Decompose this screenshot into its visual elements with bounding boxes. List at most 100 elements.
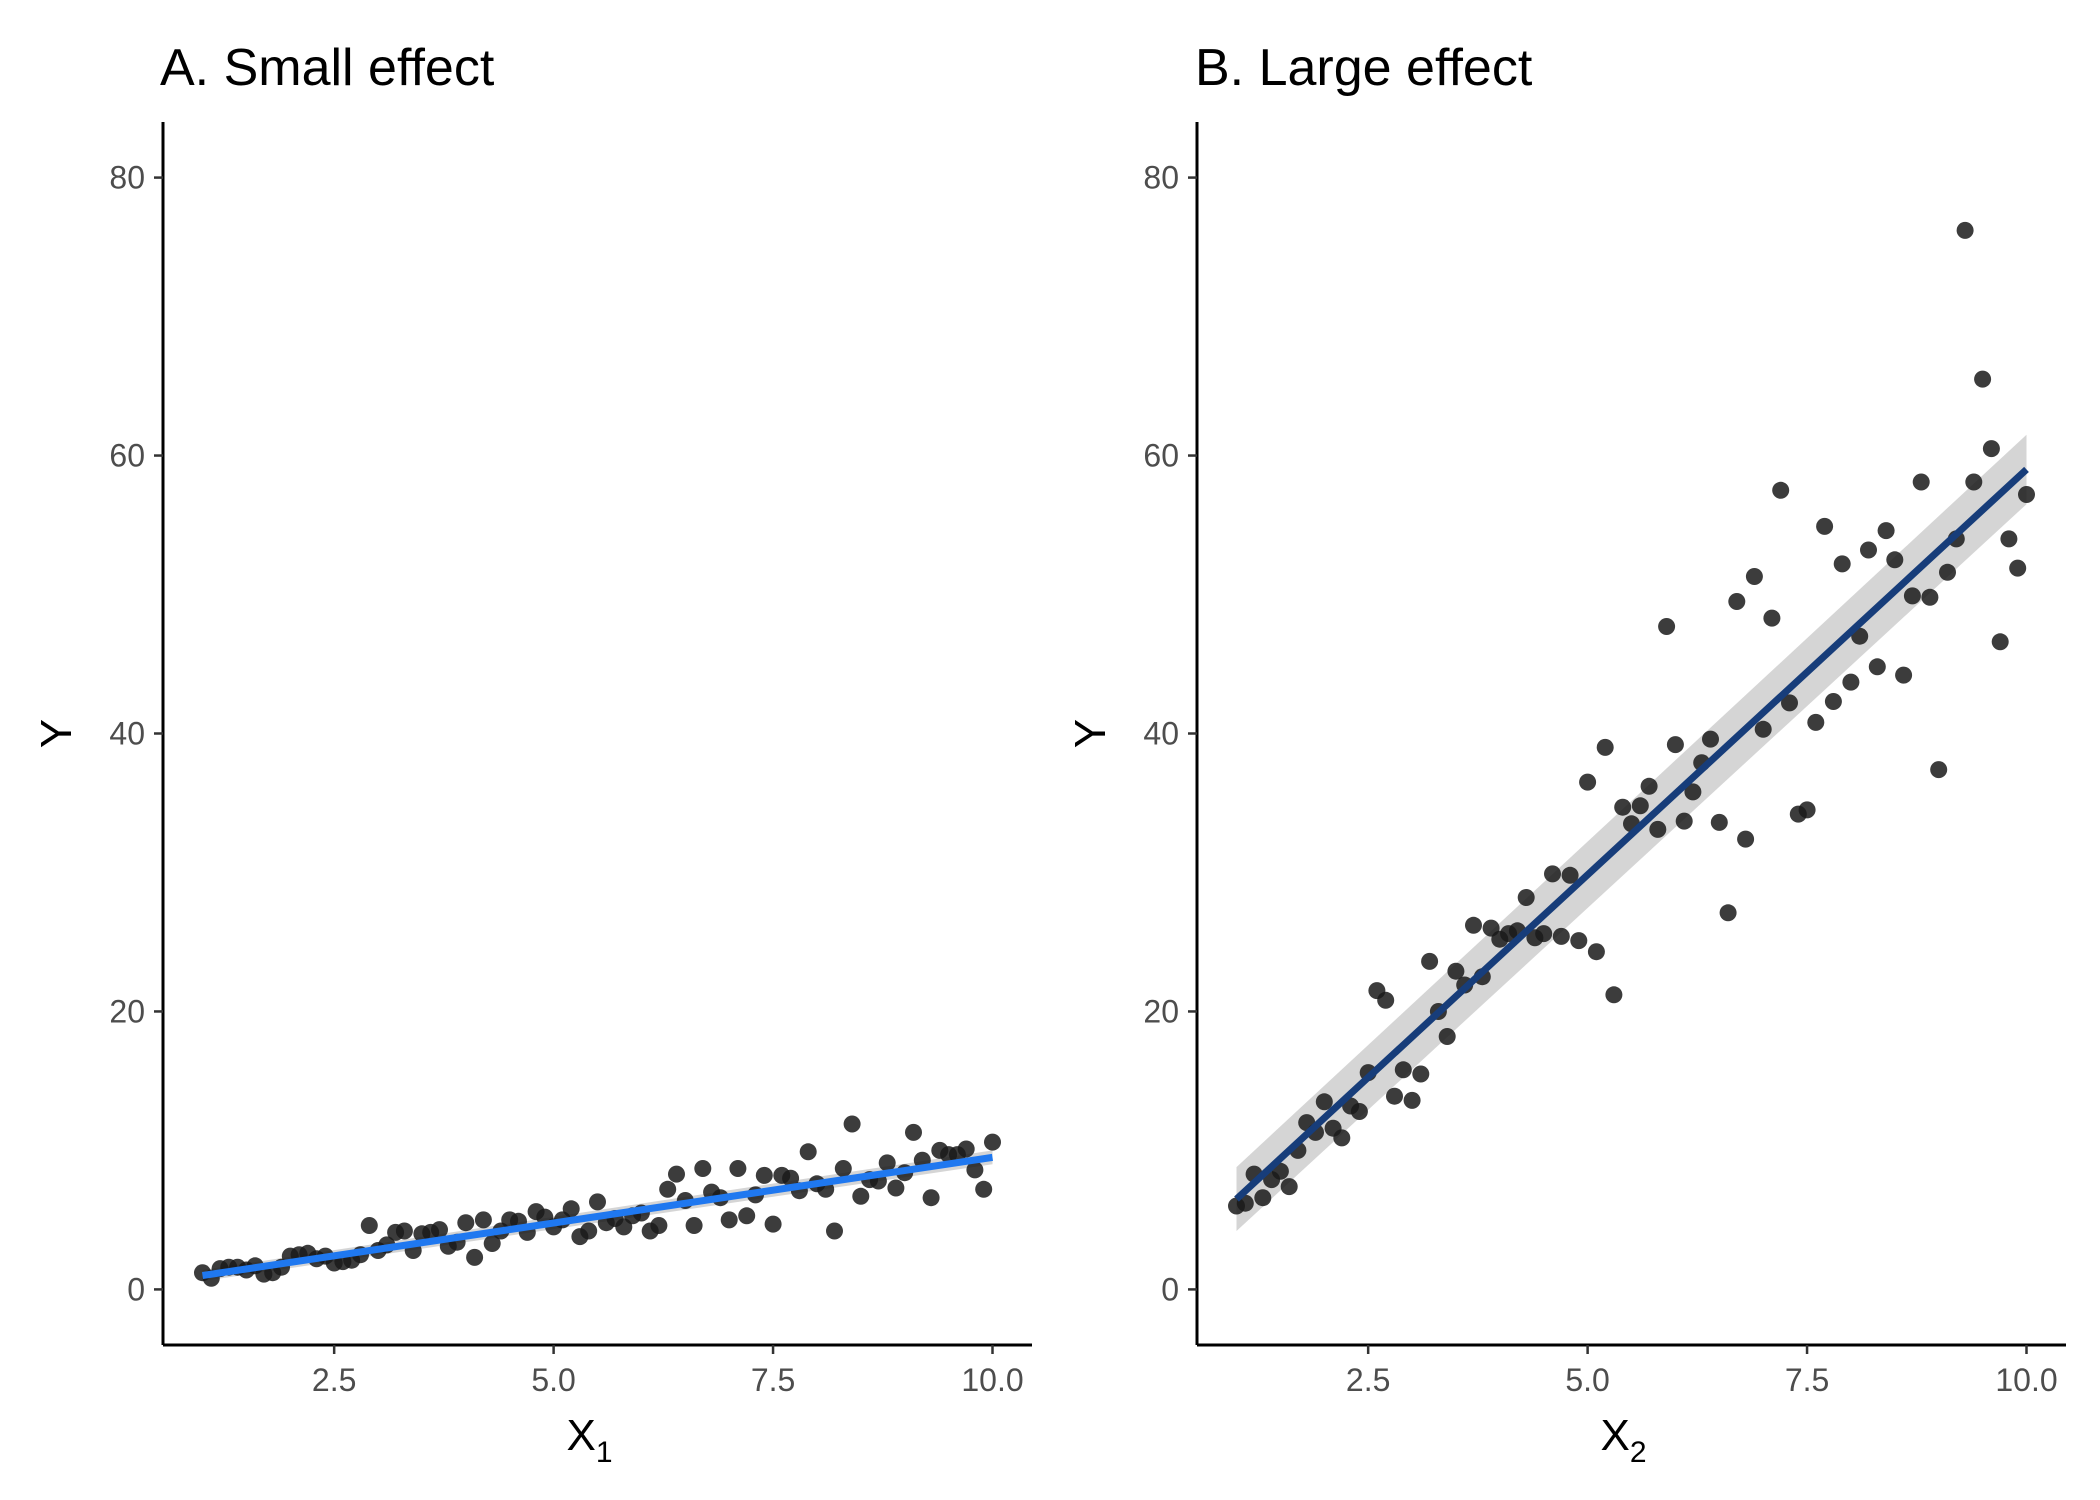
data-point [755,1166,773,1184]
y-tick-label: 40 [1143,716,1179,752]
data-point [1886,551,1904,569]
data-point [1649,820,1667,838]
data-point [1315,1093,1333,1111]
data-point [1737,830,1755,848]
data-point [474,1211,492,1229]
data-point [2009,559,2027,577]
data-point [834,1160,852,1177]
y-tick-label: 40 [109,716,145,752]
data-point [1798,801,1816,819]
data-point [1684,783,1702,801]
data-point [1552,927,1570,945]
data-point [431,1221,448,1239]
data-point [1991,633,2009,651]
data-point [1816,517,1834,535]
y-tick-label: 60 [1143,438,1179,474]
data-point [1719,904,1737,922]
panel-large-effect: B. Large effect 0 20 40 60 80 2.5 5.0 7.5 10.0 X2… [1066,39,2066,1469]
data-point [1675,812,1693,830]
y-axis-title: Y [1066,719,1115,748]
data-point [1596,738,1614,756]
data-point [1421,952,1439,970]
panel-small-effect: A. Small effect 0 20 40 60 80 2.5 5.0 7.5 10.0 X1… [32,39,1032,1469]
data-point [659,1180,677,1198]
y-tick-label: 0 [127,1271,145,1307]
data-point [1728,593,1746,610]
data-point [799,1143,817,1161]
data-point [975,1180,993,1198]
x-tick-label: 7.5 [1785,1362,1829,1398]
data-point [1772,481,1790,499]
x-axis-title-subscript: 1 [596,1436,613,1469]
data-point [1614,798,1632,816]
y-tick-label: 80 [1143,160,1179,196]
x-tick-label: 5.0 [531,1362,575,1398]
data-point [1763,609,1781,627]
data-point [738,1207,756,1225]
x-tick-label: 10.0 [1995,1362,2057,1398]
y-axis-title: Y [32,719,81,748]
data-point [1438,1028,1456,1045]
data-point [360,1217,378,1234]
data-point [878,1154,896,1172]
data-point [1350,1103,1368,1120]
data-point [1833,555,1851,573]
data-point [580,1222,598,1240]
y-tick-label: 0 [1161,1271,1179,1307]
data-point [650,1217,668,1234]
data-point [1921,588,1939,606]
x-tick-label: 2.5 [312,1362,356,1398]
y-tick-label: 20 [109,993,145,1029]
data-point [1877,522,1895,540]
panel-title: A. Small effect [160,39,495,97]
data-point [1702,730,1719,748]
data-point [922,1189,940,1207]
regression-line [1234,466,2029,1202]
data-point [1544,865,1561,883]
y-tick-label: 60 [109,438,145,474]
panel-title: B. Large effect [1195,39,1533,97]
data-point [395,1222,413,1240]
data-point [1579,773,1597,791]
x-tick-label: 7.5 [751,1362,795,1398]
data-point [826,1222,843,1240]
data-point [1517,889,1535,906]
data-point [685,1217,703,1234]
data-point [905,1123,922,1141]
data-point [1333,1129,1351,1147]
data-point [957,1140,975,1158]
data-point [1710,813,1728,831]
y-tick-label: 80 [109,160,145,196]
x-tick-label: 5.0 [1565,1362,1609,1398]
data-point [966,1161,984,1179]
x-tick-label: 2.5 [1346,1362,1390,1398]
data-point [1403,1091,1421,1109]
data-point [1860,541,1877,559]
x-axis-title-main: X [566,1411,595,1460]
data-point [1666,736,1684,754]
data-point [1903,587,1921,605]
data-point [2018,486,2035,503]
data-point [1570,932,1588,950]
data-point [782,1169,800,1187]
data-point [1930,761,1948,779]
data-point [764,1215,782,1233]
data-point [1535,925,1553,943]
data-point [887,1179,905,1197]
data-point [694,1160,712,1177]
data-point [843,1115,861,1133]
data-point [589,1193,606,1211]
data-point [1386,1087,1403,1105]
data-point [1254,1189,1272,1207]
x-axis-title: X1 [566,1411,612,1469]
data-point [466,1248,484,1266]
data-point [1807,713,1825,731]
x-tick-label: 10.0 [961,1362,1023,1398]
data-point [729,1160,747,1177]
data-point [1842,673,1860,691]
data-point [1465,916,1482,934]
data-point [1631,797,1649,815]
data-point [1412,1065,1430,1083]
data-point [1956,221,1974,239]
